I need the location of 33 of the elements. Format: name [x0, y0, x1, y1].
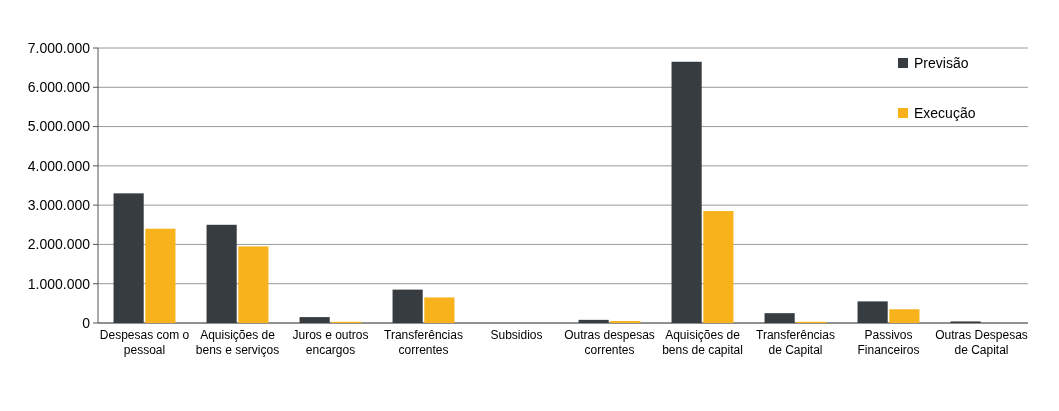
bar: [392, 289, 423, 323]
bar: [764, 313, 795, 323]
y-tick-label: 4.000.000: [27, 157, 91, 174]
x-tick-label: Subsidios: [490, 328, 543, 342]
bar: [206, 224, 237, 323]
bar: [703, 211, 734, 323]
bar: [578, 319, 609, 323]
bar: [889, 309, 920, 323]
y-tick-label: 6.000.000: [27, 79, 91, 96]
x-tick-label: Aquisições de bens e serviços: [195, 328, 280, 357]
bar: [113, 193, 144, 323]
bar: [671, 61, 702, 323]
y-tick-label: 5.000.000: [27, 118, 91, 135]
y-tick-label: 7.000.000: [27, 39, 91, 56]
legend-label: Previsão: [914, 54, 969, 71]
y-tick-label: 1.000.000: [27, 275, 91, 292]
x-tick-label: Passivos Financeiros: [857, 328, 920, 357]
bar: [857, 301, 888, 323]
x-tick-label: Outras despesas correntes: [564, 328, 655, 357]
legend-label: Execução: [914, 104, 976, 121]
y-tick-label: 0: [82, 314, 91, 331]
bar: [238, 246, 269, 323]
x-tick-label: Outras Despesas de Capital: [935, 328, 1028, 357]
x-tick-label: Transferências de Capital: [756, 328, 835, 357]
bar: [145, 228, 176, 323]
bar: [299, 317, 330, 323]
x-tick-label: Juros e outros encargos: [292, 328, 369, 357]
y-tick-label: 3.000.000: [27, 197, 91, 214]
x-tick-label: Transferências correntes: [384, 328, 463, 357]
x-tick-label: Aquisições de bens de capital: [662, 328, 743, 357]
bar: [424, 297, 455, 323]
x-tick-label: Despesas com o pessoal: [99, 328, 190, 357]
y-tick-label: 2.000.000: [27, 236, 91, 253]
